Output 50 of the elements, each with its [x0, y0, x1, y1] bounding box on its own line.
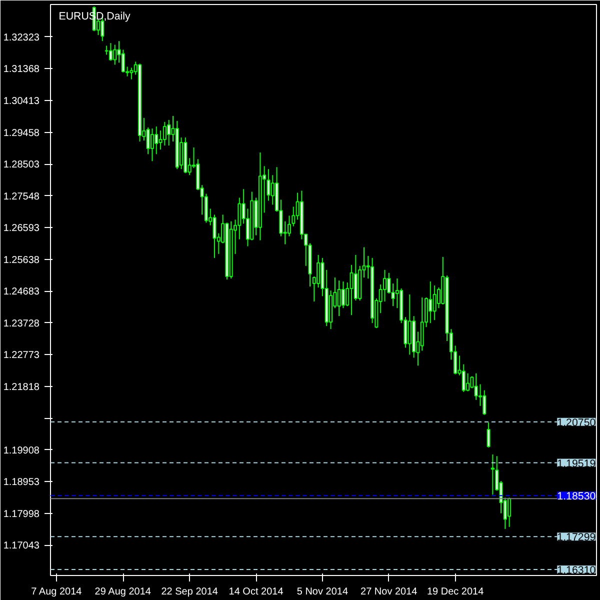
candlestick — [162, 121, 166, 146]
y-tick-label: 1.25638 — [3, 254, 40, 266]
candlestick — [486, 422, 490, 448]
candlestick — [337, 280, 341, 317]
x-tick-label: 14 Oct 2014 — [228, 586, 284, 598]
y-tick-label: 1.26593 — [3, 223, 40, 234]
y-tick-label: 1.30413 — [3, 96, 40, 108]
x-tick-label: 22 Sep 2014 — [161, 586, 218, 598]
y-tick-label: 1.18953 — [3, 477, 40, 488]
y-tick-label: 1.17998 — [3, 508, 40, 520]
x-tick-label: 7 Aug 2014 — [31, 586, 82, 598]
y-tick-label: 1.32323 — [3, 32, 40, 44]
x-tick-label: 27 Nov 2014 — [360, 586, 418, 598]
ref-line-label: 1.16310 — [557, 564, 596, 577]
y-tick-label: 1.31368 — [3, 64, 40, 76]
y-tick-label: 1.19908 — [3, 445, 40, 456]
candlestick — [341, 281, 345, 309]
candlestick — [150, 128, 154, 162]
y-tick-label: 1.23728 — [3, 318, 40, 330]
y-tick-label: 1.27548 — [3, 191, 40, 202]
candlestick — [154, 126, 158, 155]
candlestick — [167, 119, 171, 146]
candlestick — [466, 372, 470, 392]
candlestick — [108, 42, 112, 62]
y-tick-label: 1.21818 — [3, 382, 40, 393]
candlestick — [482, 390, 486, 416]
candlestick — [490, 454, 494, 496]
candlestick — [113, 44, 117, 66]
candlestick — [420, 296, 424, 352]
candlestick — [212, 214, 216, 258]
x-tick-label: 5 Nov 2014 — [296, 586, 348, 598]
ref-line-label: 1.20750 — [557, 416, 596, 429]
x-tick-label: 19 Dec 2014 — [426, 586, 484, 598]
candlestick — [462, 364, 466, 392]
y-tick-label: 1.17043 — [3, 540, 40, 552]
y-tick-label: 1.28503 — [3, 160, 40, 171]
candlestick — [316, 254, 320, 288]
candlestick — [408, 294, 412, 356]
ref-line-label: 1.19519 — [557, 458, 596, 470]
y-tick-label: 1.22773 — [3, 350, 40, 362]
y-tick-label: 1.29458 — [3, 128, 40, 139]
y-tick-label: 1.24683 — [3, 286, 40, 298]
candlestick — [288, 215, 291, 237]
candlestick — [508, 497, 512, 528]
candlestick — [383, 269, 386, 302]
candlestick — [130, 67, 134, 80]
candlestick — [432, 285, 436, 321]
candlestick — [428, 281, 432, 324]
x-tick-label: 29 Aug 2014 — [94, 586, 152, 598]
candlestick — [121, 49, 125, 73]
